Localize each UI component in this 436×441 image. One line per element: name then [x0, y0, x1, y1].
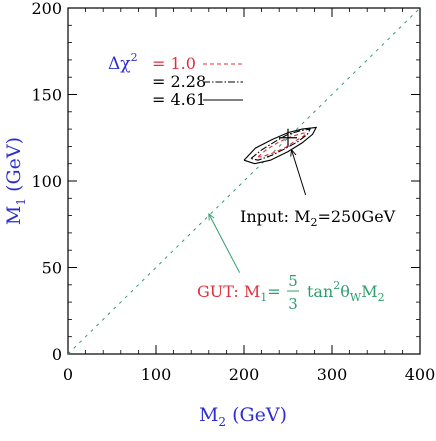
- x-axis-title-main: M: [199, 404, 218, 426]
- y-axis-title-main: M: [3, 206, 25, 225]
- input-point-layer: [279, 128, 297, 147]
- x-tick-label: 200: [229, 365, 260, 384]
- gut-label-prefix: GUT: M1=: [197, 282, 281, 304]
- svg-text:M1 (GeV): M1 (GeV): [3, 137, 28, 225]
- axis-ticks: 0 100 200 300 400 0 50 100 150 200: [31, 0, 435, 384]
- x-tick-label: 400: [405, 365, 436, 384]
- gut-tan-sup: 2: [333, 279, 340, 292]
- y-tick-label: 150: [31, 86, 62, 105]
- legend-entry-label: = 2.28: [152, 72, 206, 91]
- gut-frac-num: 5: [288, 272, 298, 290]
- gut-theta-sub: W: [350, 291, 362, 304]
- gut-arrow: [209, 214, 241, 273]
- input-label-sub: 2: [310, 216, 317, 229]
- x-tick-label: 0: [63, 365, 73, 384]
- x-axis-title: M2 (GeV): [199, 404, 287, 429]
- gut-line: [67, 7, 421, 355]
- contour-dchi2-1-0: [257, 131, 307, 158]
- legend-symbol-sup: 2: [131, 51, 138, 64]
- gut-tan: tan: [307, 282, 333, 301]
- contour-dchi2-4-61: [243, 126, 318, 165]
- contour-dchi2-2-28: [250, 128, 311, 161]
- y-tick-label: 50: [42, 259, 62, 278]
- input-label-rest: =250GeV: [317, 207, 395, 226]
- gut-theta: θ: [340, 282, 350, 301]
- y-tick-label: 100: [31, 172, 62, 191]
- input-arrow: [292, 150, 307, 195]
- legend: Δχ2 = 1.0= 2.28= 4.61: [108, 51, 243, 109]
- legend-entry-label: = 4.61: [152, 90, 206, 109]
- legend-symbol: Δχ2: [108, 51, 138, 74]
- gut-frac-den: 3: [288, 295, 298, 313]
- x-axis-title-unit: (GeV): [226, 404, 287, 426]
- input-label: Input: M2=250GeV: [240, 207, 396, 229]
- gut-label-prefix-text: GUT: M: [197, 282, 260, 301]
- contour-layer: [243, 126, 318, 165]
- gut-line-layer: [67, 7, 421, 355]
- y-axis-title-unit: (GeV): [3, 137, 25, 192]
- y-tick-label: 200: [31, 0, 62, 18]
- gut-label-eq: =: [267, 282, 280, 301]
- gut-label-rest: tan2θWM2: [307, 279, 385, 304]
- legend-symbol-main: Δχ: [108, 54, 131, 74]
- legend-entry-label: = 1.0: [152, 54, 196, 73]
- y-axis-title-sub: 1: [14, 198, 28, 206]
- gut-label-prefix-sub: 1: [260, 291, 267, 304]
- x-tick-label: 300: [317, 365, 348, 384]
- y-tick-label: 0: [52, 345, 62, 364]
- y-axis-title: M1 (GeV): [3, 137, 28, 225]
- x-tick-label: 100: [141, 365, 172, 384]
- gut-tail: M: [361, 282, 377, 301]
- input-label-text: Input: M: [240, 207, 310, 226]
- gut-tail-sub: 2: [378, 291, 385, 304]
- x-axis-title-sub: 2: [218, 415, 226, 429]
